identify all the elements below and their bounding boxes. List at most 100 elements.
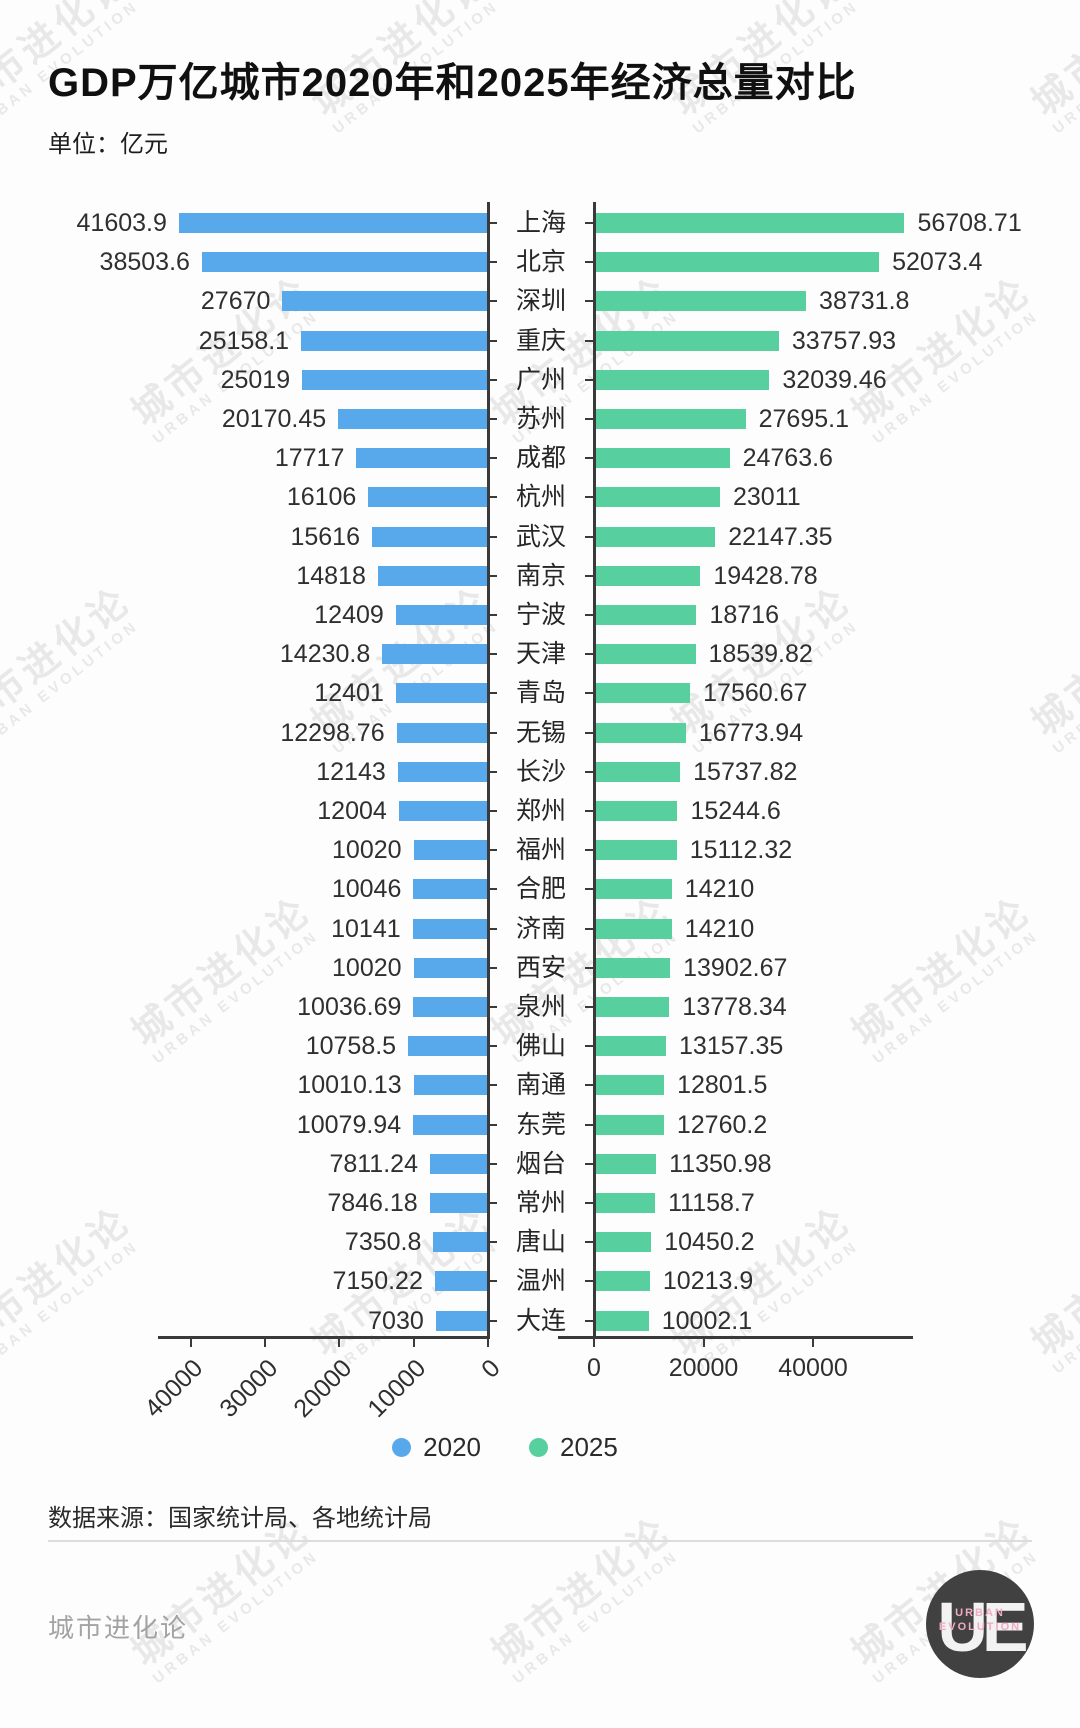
value-label-2025: 15737.82 <box>693 757 798 786</box>
row-tick-right <box>585 1123 594 1126</box>
row-tick-left <box>488 1162 497 1165</box>
value-label-2025: 32039.46 <box>782 365 887 394</box>
city-label: 重庆 <box>515 326 566 355</box>
row-tick-right <box>585 1241 594 1244</box>
bar-2020 <box>413 957 488 978</box>
x-tick-label-left: 30000 <box>213 1354 283 1423</box>
bar-2020 <box>396 722 488 743</box>
bar-2020 <box>434 1271 488 1292</box>
right-center-axis <box>592 202 596 1336</box>
row-tick-right <box>585 770 594 773</box>
city-label: 泉州 <box>515 993 566 1021</box>
row-tick-right <box>585 849 594 852</box>
bar-2025 <box>594 840 677 861</box>
value-label-2020: 25158.1 <box>198 326 290 355</box>
x-tick-left <box>189 1336 192 1347</box>
bar-2025 <box>594 918 672 939</box>
row-tick-right <box>585 261 594 264</box>
bar-2025 <box>594 252 880 273</box>
row-tick-right <box>585 1162 594 1165</box>
bar-2020 <box>413 879 488 900</box>
bar-2025 <box>594 1114 664 1135</box>
value-label-2025: 13902.67 <box>683 953 788 982</box>
row-tick-right <box>585 653 594 656</box>
unit-label: 单位：亿元 <box>48 131 168 158</box>
left-x-axis <box>158 1336 490 1339</box>
value-label-2020: 16106 <box>286 483 357 512</box>
left-center-axis <box>486 202 490 1336</box>
row-tick-left <box>488 849 497 852</box>
row-tick-right <box>585 1319 594 1322</box>
value-label-2020: 38503.6 <box>99 248 190 277</box>
page-title: GDP万亿城市2020年和2025年经济总量对比 <box>48 61 857 105</box>
value-label-2025: 19428.78 <box>713 561 818 590</box>
city-label: 济南 <box>515 914 566 943</box>
bar-2025 <box>594 761 681 782</box>
city-label: 大连 <box>515 1306 566 1335</box>
bar-2020 <box>395 683 488 704</box>
bar-2025 <box>594 1232 652 1253</box>
value-label-2025: 24763.6 <box>742 444 833 473</box>
row-tick-left <box>488 927 497 930</box>
value-label-2025: 16773.94 <box>698 718 804 747</box>
value-label-2020: 10046 <box>331 875 402 904</box>
bar-2025 <box>594 1153 657 1174</box>
row-tick-left <box>488 770 497 773</box>
row-tick-left <box>488 653 497 656</box>
bar-2020 <box>282 291 488 312</box>
city-label: 苏州 <box>515 405 566 433</box>
value-label-2025: 17560.67 <box>703 679 808 708</box>
city-label: 佛山 <box>515 1032 566 1061</box>
row-tick-right <box>585 222 594 224</box>
value-label-2025: 10450.2 <box>664 1228 755 1257</box>
value-label-2025: 18716 <box>709 601 779 629</box>
bar-2025 <box>594 448 730 469</box>
legend-dot-2025 <box>529 1438 548 1457</box>
row-tick-right <box>585 496 594 499</box>
bar-2025 <box>594 722 686 743</box>
value-label-2025: 11158.7 <box>668 1189 755 1217</box>
row-tick-right <box>585 1280 594 1283</box>
value-label-2020: 10079.94 <box>296 1110 402 1139</box>
value-label-2020: 17717 <box>274 444 345 473</box>
legend-label-2025: 2025 <box>560 1432 618 1462</box>
value-label-2020: 7811.24 <box>329 1149 418 1178</box>
bar-2025 <box>594 213 905 233</box>
x-tick-label-left: 40000 <box>139 1354 209 1423</box>
bar-2025 <box>594 1271 650 1292</box>
value-label-2025: 27695.1 <box>758 405 849 433</box>
value-label-2020: 10758.5 <box>305 1032 397 1061</box>
row-tick-right <box>585 574 594 577</box>
bar-2020 <box>338 409 488 429</box>
value-label-2020: 12298.76 <box>280 718 385 747</box>
logo-word-urban: URBAN <box>955 1607 1005 1619</box>
row-tick-left <box>488 574 497 577</box>
row-tick-right <box>585 1006 594 1008</box>
x-tick-label-left: 0 <box>476 1354 506 1384</box>
row-tick-left <box>488 888 497 891</box>
value-label-2020: 10141 <box>331 914 401 943</box>
bar-2025 <box>594 801 678 821</box>
value-label-2020: 7030 <box>368 1306 424 1335</box>
row-tick-right <box>585 810 594 812</box>
bar-2020 <box>371 526 488 547</box>
city-label: 深圳 <box>515 287 566 316</box>
bar-2020 <box>413 997 488 1017</box>
value-label-2025: 15112.32 <box>689 836 793 865</box>
value-label-2020: 7846.18 <box>327 1189 418 1217</box>
bar-2020 <box>413 840 488 861</box>
value-label-2020: 20170.45 <box>221 405 327 433</box>
value-label-2020: 12143 <box>316 757 386 786</box>
city-label: 唐山 <box>515 1228 566 1257</box>
row-tick-left <box>488 810 497 812</box>
bar-2020 <box>201 252 488 273</box>
brand-name: 城市进化论 <box>48 1613 189 1643</box>
value-label-2020: 7150.22 <box>332 1267 423 1296</box>
legend-label-2020: 2020 <box>423 1432 481 1462</box>
row-tick-left <box>488 222 497 224</box>
city-label: 东莞 <box>515 1110 566 1139</box>
row-tick-left <box>488 1084 497 1087</box>
city-label: 无锡 <box>515 718 566 747</box>
row-tick-right <box>585 966 594 969</box>
